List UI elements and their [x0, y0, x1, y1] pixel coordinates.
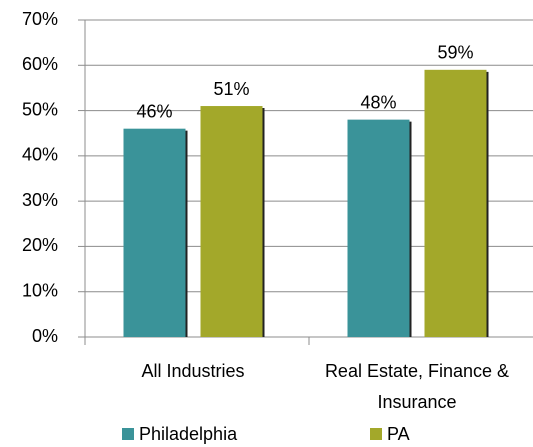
legend-swatch: [122, 428, 134, 440]
y-tick-label: 30%: [22, 190, 58, 210]
bar: [347, 119, 410, 337]
bar: [200, 106, 263, 338]
y-tick-label: 70%: [22, 9, 58, 29]
x-tick-label: Real Estate, Finance & Insurance: [324, 361, 510, 412]
data-label: 46%: [136, 101, 172, 121]
y-tick-label: 40%: [22, 145, 58, 165]
legend-label: Philadelphia: [139, 424, 238, 444]
y-tick-label: 60%: [22, 54, 58, 74]
x-tick-label: All Industries: [141, 361, 245, 381]
legend-label: PA: [387, 424, 410, 444]
data-label: 51%: [213, 79, 249, 99]
data-label: 59%: [437, 43, 473, 63]
data-label: 48%: [360, 92, 396, 112]
bar: [123, 128, 186, 337]
y-tick-label: 0%: [32, 326, 58, 346]
bar: [424, 69, 487, 338]
legend-swatch: [370, 428, 382, 440]
y-tick-label: 50%: [22, 99, 58, 119]
y-tick-label: 20%: [22, 235, 58, 255]
y-tick-label: 10%: [22, 280, 58, 300]
